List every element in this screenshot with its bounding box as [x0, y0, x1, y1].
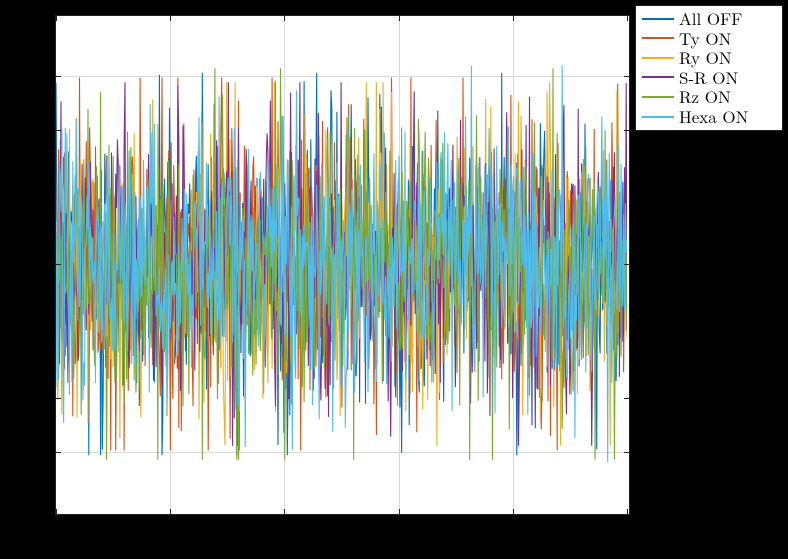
series-layers [56, 16, 627, 512]
tick [56, 264, 61, 265]
tick [513, 16, 514, 21]
tick [624, 76, 629, 77]
series-5 [56, 16, 627, 512]
tick [170, 509, 171, 514]
tick [56, 130, 61, 131]
noise-timeseries-chart: All OFFTy ONRy ONS-R ONRz ONHexa ON [0, 0, 788, 559]
tick [284, 509, 285, 514]
legend-swatch [642, 37, 674, 39]
legend-label: Hexa ON [679, 107, 776, 127]
tick [56, 16, 57, 21]
tick [56, 398, 61, 399]
tick [624, 130, 629, 131]
tick [627, 509, 628, 514]
tick [399, 16, 400, 21]
tick [284, 16, 285, 21]
legend-swatch [642, 76, 674, 78]
legend-swatch [642, 57, 674, 59]
tick [56, 509, 57, 514]
legend: All OFFTy ONRy ONS-R ONRz ONHexa ON [635, 5, 783, 131]
tick [170, 16, 171, 21]
legend-swatch [642, 18, 674, 20]
tick [624, 398, 629, 399]
tick [624, 264, 629, 265]
tick [399, 509, 400, 514]
tick [624, 452, 629, 453]
tick [56, 76, 61, 77]
legend-row: Hexa ON [642, 107, 776, 127]
tick [56, 452, 61, 453]
legend-swatch [642, 96, 674, 98]
plot-area [55, 15, 630, 515]
legend-swatch [642, 116, 674, 118]
tick [627, 16, 628, 21]
tick [513, 509, 514, 514]
